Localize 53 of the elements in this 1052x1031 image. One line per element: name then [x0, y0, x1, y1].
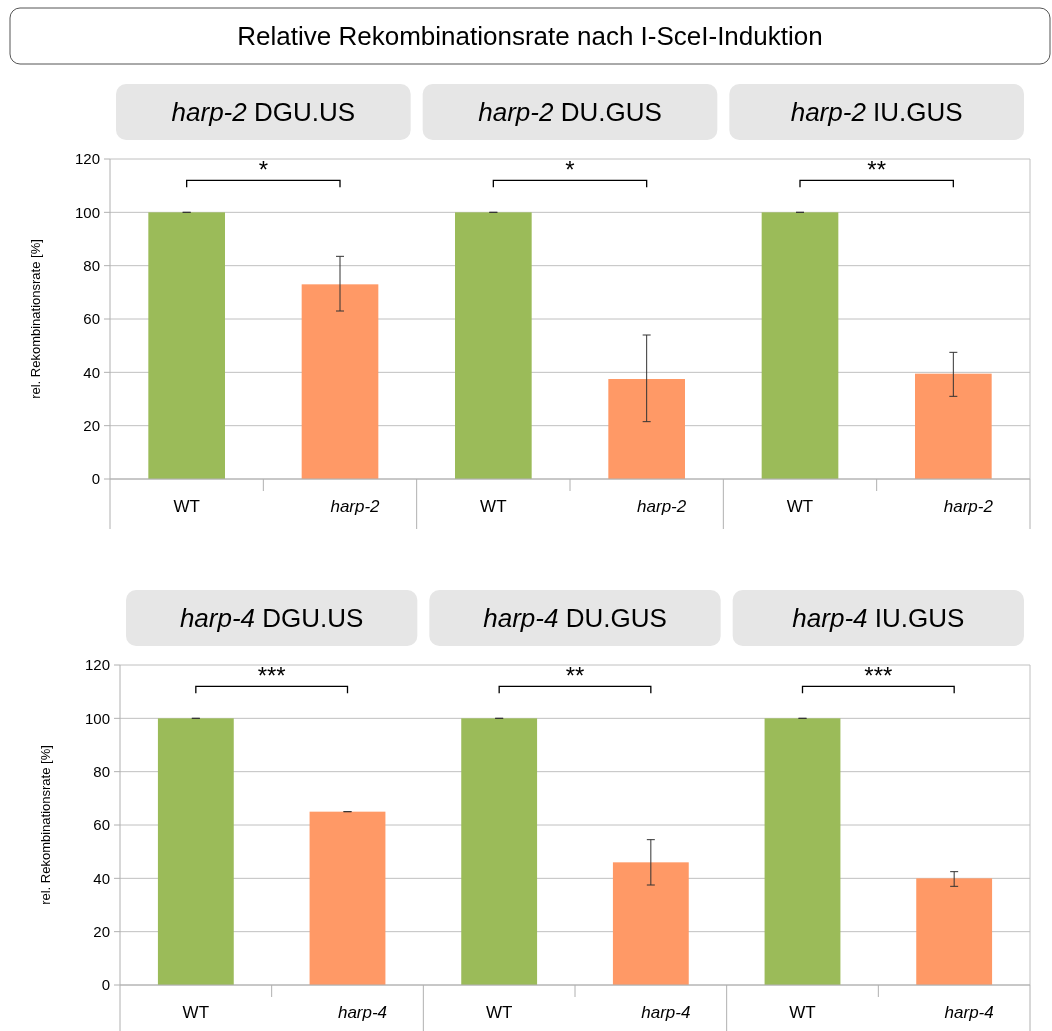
bar [612, 862, 689, 985]
y-tick-label: 80 [93, 762, 110, 780]
x-tick-label: WT [789, 1003, 816, 1022]
y-tick-label: 0 [91, 470, 100, 488]
y-tick-label: 100 [84, 709, 110, 727]
bar [157, 718, 234, 985]
text: harp-4 IU.GUS [792, 603, 965, 633]
x-tick-label: WT [173, 497, 200, 516]
y-axis-title: rel. Rekombinationsrate [%] [38, 745, 53, 905]
text: harp-2 DU.GUS [478, 97, 662, 127]
y-tick-label: 20 [83, 416, 100, 434]
y-tick-label: 60 [93, 816, 110, 834]
y-tick-label: 0 [101, 976, 110, 994]
bar [915, 373, 992, 479]
bar [148, 212, 225, 479]
annotation: *** [864, 662, 893, 690]
bar [608, 379, 685, 479]
y-tick-label: 100 [74, 203, 100, 221]
chart-title: Relative Rekombinationsrate nach I-SceI-Induktion [237, 21, 823, 51]
x-tick-label: harp-2 [943, 497, 994, 516]
text: harp-2 IU.GUS [790, 97, 963, 127]
annotation: ** [565, 662, 585, 690]
x-tick-label: WT [182, 1003, 210, 1022]
x-tick-label: WT [786, 497, 814, 516]
y-tick-label: 20 [93, 922, 110, 940]
y-tick-label: 120 [74, 150, 100, 168]
x-tick-label: harp-2 [637, 497, 687, 516]
y-axis-title: rel. Rekombinationsrate [%] [28, 239, 43, 399]
x-tick-label: WT [480, 497, 507, 516]
y-tick-label: 40 [93, 869, 110, 887]
bar [461, 718, 538, 985]
text: harp-4 DGU.US [179, 603, 364, 633]
bar [916, 878, 993, 985]
bar [761, 212, 839, 479]
x-tick-label: harp-2 [330, 497, 381, 516]
y-tick-label: 40 [83, 363, 100, 381]
bar [764, 718, 841, 985]
annotation: * [258, 156, 269, 184]
x-tick-label: harp-4 [337, 1003, 388, 1022]
annotation: *** [257, 662, 286, 690]
x-tick-label: WT [485, 1003, 513, 1022]
y-tick-label: 80 [83, 256, 100, 274]
y-tick-label: 120 [84, 656, 110, 674]
annotation: ** [867, 156, 887, 184]
x-tick-label: harp-4 [641, 1003, 691, 1022]
text: harp-4 DU.GUS [483, 603, 667, 633]
x-tick-label: harp-4 [944, 1003, 994, 1022]
text: harp-2 DGU.US [171, 97, 356, 127]
y-tick-label: 60 [83, 310, 100, 328]
bar [301, 284, 379, 479]
annotation: * [565, 156, 575, 184]
bar [455, 212, 532, 479]
bar [309, 811, 386, 985]
